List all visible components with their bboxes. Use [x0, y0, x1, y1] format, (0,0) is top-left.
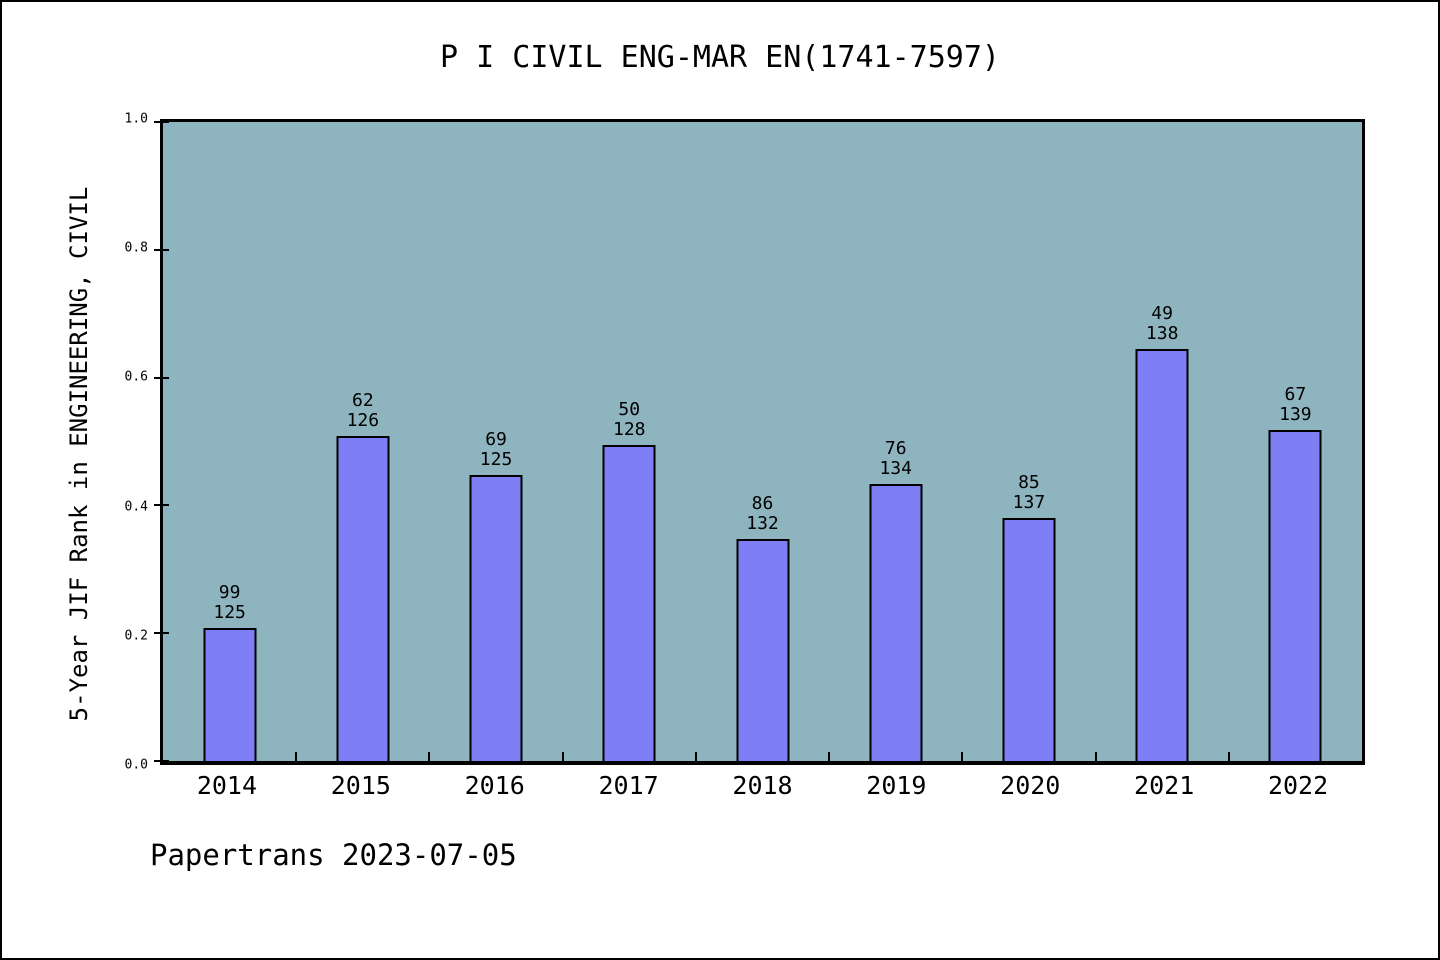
x-tick-label: 2017 — [598, 771, 659, 800]
y-tick-label: 0.2 — [124, 628, 148, 644]
bar-label-rank: 86 — [751, 492, 774, 514]
bar-label: 86 132 — [746, 492, 779, 534]
bar-label-total: 137 — [1012, 492, 1046, 514]
bar — [469, 474, 523, 761]
bar — [1268, 430, 1322, 761]
x-tick-label: 2018 — [732, 771, 793, 800]
bar — [736, 538, 789, 761]
bar-label-total: 125 — [213, 602, 246, 624]
bar-label: 49 138 — [1145, 302, 1179, 344]
bar-label-total: 134 — [879, 458, 912, 480]
x-tick-label: 2014 — [196, 771, 258, 800]
plot-area: 99 125 62 126 69 125 50 128 86 132 76 134 85 137 49 138… — [154, 119, 1365, 765]
bar-label: 62 126 — [347, 391, 380, 431]
y-tick-label: 0.6 — [124, 369, 148, 385]
x-tick — [694, 752, 697, 761]
y-tick-label: 0.0 — [124, 757, 148, 773]
bar-label-rank: 85 — [1018, 472, 1040, 494]
bar-label-total: 132 — [746, 512, 779, 534]
bar — [869, 484, 923, 761]
x-tick — [561, 752, 564, 761]
bar-label-rank: 50 — [618, 398, 641, 420]
x-tick-label: 2022 — [1267, 771, 1329, 800]
bar-label-total: 125 — [479, 448, 513, 470]
bar-label: 85 137 — [1013, 473, 1046, 513]
y-tick — [154, 376, 169, 379]
x-tick-label: 2015 — [330, 771, 391, 800]
bar-label-total: 138 — [1145, 322, 1179, 344]
bar-label-total: 128 — [613, 418, 646, 440]
y-tick-label: 1.0 — [124, 111, 148, 127]
bar-label-rank: 99 — [218, 582, 241, 604]
y-tick — [154, 760, 169, 762]
bar-label: 69 125 — [479, 428, 513, 470]
y-tick — [154, 504, 169, 507]
bar — [602, 444, 656, 761]
x-tick-label: 2016 — [464, 771, 525, 800]
bar — [203, 628, 257, 761]
bar-label: 67 139 — [1279, 385, 1312, 425]
bar — [1135, 348, 1189, 761]
bar — [1002, 518, 1056, 761]
bar-label-total: 139 — [1279, 404, 1312, 425]
bar-label: 50 128 — [613, 398, 646, 440]
bar — [336, 436, 390, 761]
bar-label-rank: 76 — [884, 438, 907, 460]
x-tick — [1094, 752, 1097, 761]
x-tick — [428, 752, 431, 761]
y-axis-tick-labels: 0.0 0.2 0.4 0.6 0.8 1.0 — [2, 113, 154, 772]
bar-label-rank: 62 — [351, 390, 374, 412]
bar-label-total: 126 — [346, 410, 380, 432]
bar-label: 99 125 — [213, 583, 246, 623]
x-tick-label: 2019 — [866, 771, 927, 800]
y-tick-label: 0.8 — [124, 240, 148, 256]
bar-label-rank: 67 — [1284, 384, 1307, 405]
chart-title: P I CIVIL ENG-MAR EN(1741-7597) — [440, 40, 1000, 75]
x-tick-label: 2021 — [1134, 771, 1195, 800]
x-tick — [1227, 752, 1230, 761]
x-tick — [828, 752, 831, 761]
x-tick — [961, 752, 964, 761]
bar-label-rank: 49 — [1151, 302, 1173, 324]
y-tick — [154, 248, 169, 251]
x-axis-tick-labels: 2014 2015 2016 2017 2018 2019 2020 2021 2022 — [160, 770, 1365, 804]
bar-label-rank: 69 — [485, 428, 507, 450]
y-tick — [154, 121, 169, 123]
y-tick-label: 0.4 — [124, 499, 148, 515]
bar-label: 76 134 — [879, 439, 912, 479]
footer-note: Papertrans 2023-07-05 — [150, 838, 517, 872]
y-tick — [154, 632, 169, 635]
x-tick-label: 2020 — [1000, 771, 1061, 800]
x-tick — [295, 752, 298, 761]
